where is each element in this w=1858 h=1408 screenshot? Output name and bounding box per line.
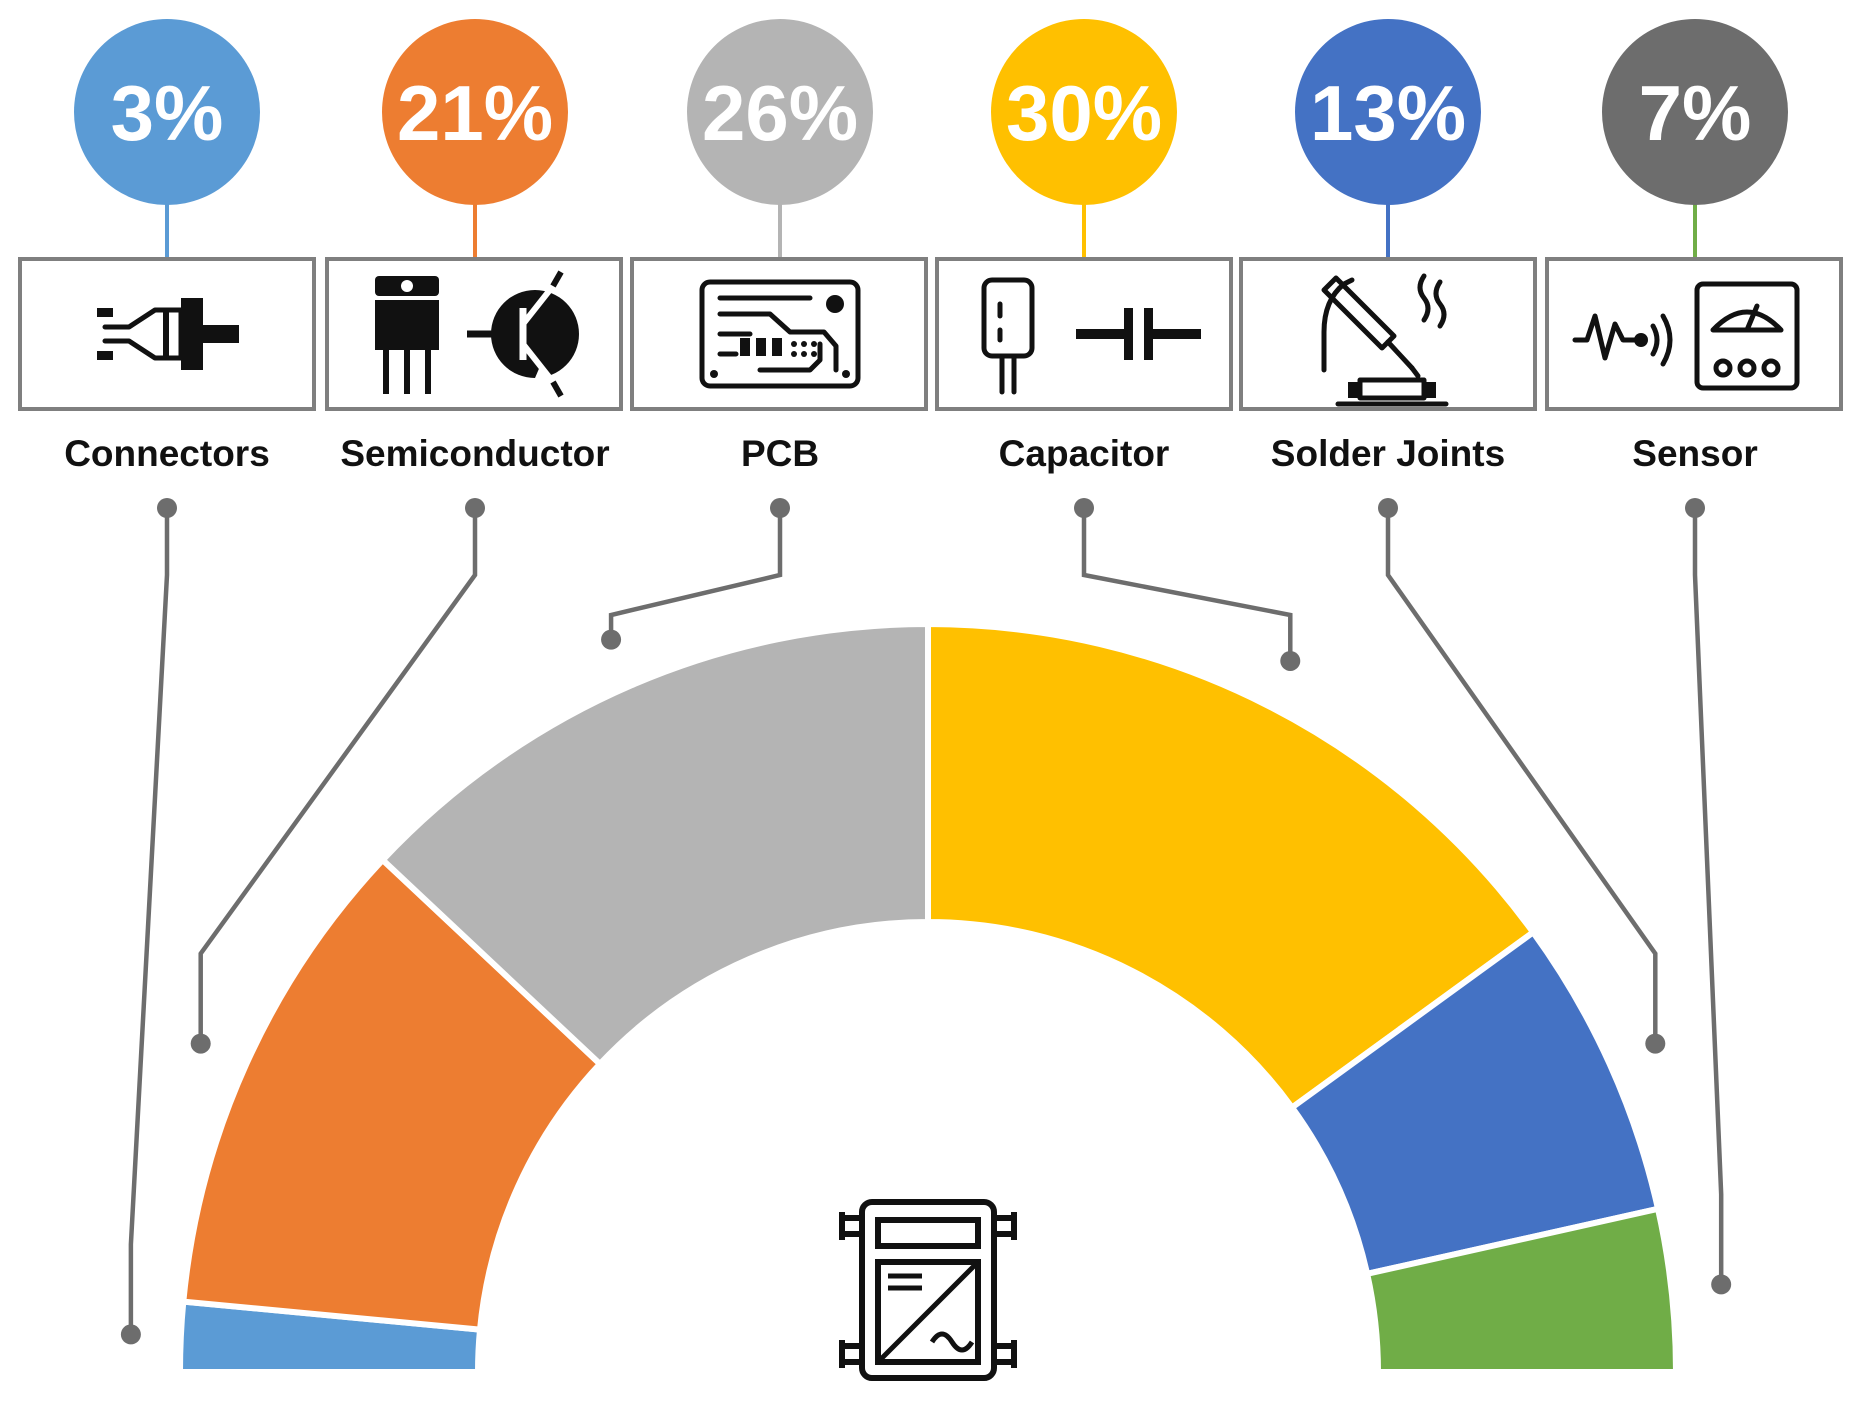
power-module-icon [839,1199,1017,1381]
percent-label-solder-joints: 13% [1310,69,1466,157]
circuit-board-icon [699,279,861,389]
category-column-semiconductor: 21% Semiconductor [325,19,623,474]
leader-sensor [1685,498,1732,1295]
leader-lines [120,498,1732,1345]
leader-solder-joints [1378,498,1666,1054]
percent-label-pcb: 26% [702,69,858,157]
percent-badge-semiconductor [382,19,568,205]
leader-semiconductor [190,498,485,1054]
icon-box-solder-joints [1239,257,1537,411]
icon-box-sensor [1545,257,1843,411]
percent-badge-pcb [687,19,873,205]
segment-semiconductor [180,855,605,1333]
leader-capacitor [1074,498,1301,671]
category-column-sensor: 7% Sensor [1545,19,1843,474]
category-column-capacitor: 30% Capacitor [935,19,1233,474]
leader-pcb [601,498,790,650]
transistor-icon [375,270,579,398]
category-label-capacitor: Capacitor [999,433,1170,474]
sensor-gauge-icon [1572,281,1800,391]
segment-capacitor [925,620,1538,1112]
percent-badge-sensor [1602,19,1788,205]
segment-sensor [1363,1205,1680,1375]
percent-label-semiconductor: 21% [397,69,553,157]
category-label-solder-joints: Solder Joints [1271,433,1505,474]
percent-badge-capacitor [991,19,1177,205]
category-label-semiconductor: Semiconductor [340,433,609,474]
segment-pcb [378,620,931,1069]
percent-label-sensor: 7% [1639,69,1752,157]
soldering-iron-icon [1321,273,1449,407]
category-label-connectors: Connectors [64,433,270,474]
plug-icon [97,298,239,370]
percent-badge-connectors [74,19,260,205]
leader-connectors [120,498,177,1345]
category-label-pcb: PCB [741,433,819,474]
category-label-sensor: Sensor [1632,433,1757,474]
donut-segments [176,620,1680,1375]
percent-label-capacitor: 30% [1006,69,1162,157]
capacitor-icon [981,277,1201,395]
percent-label-connectors: 3% [111,69,224,157]
category-column-solder-joints: 13% Solder Joints [1239,19,1537,474]
percent-badge-solder-joints [1295,19,1481,205]
category-column-connectors: 3% Connectors [18,19,316,474]
category-column-pcb: 26% PCB [630,19,928,474]
